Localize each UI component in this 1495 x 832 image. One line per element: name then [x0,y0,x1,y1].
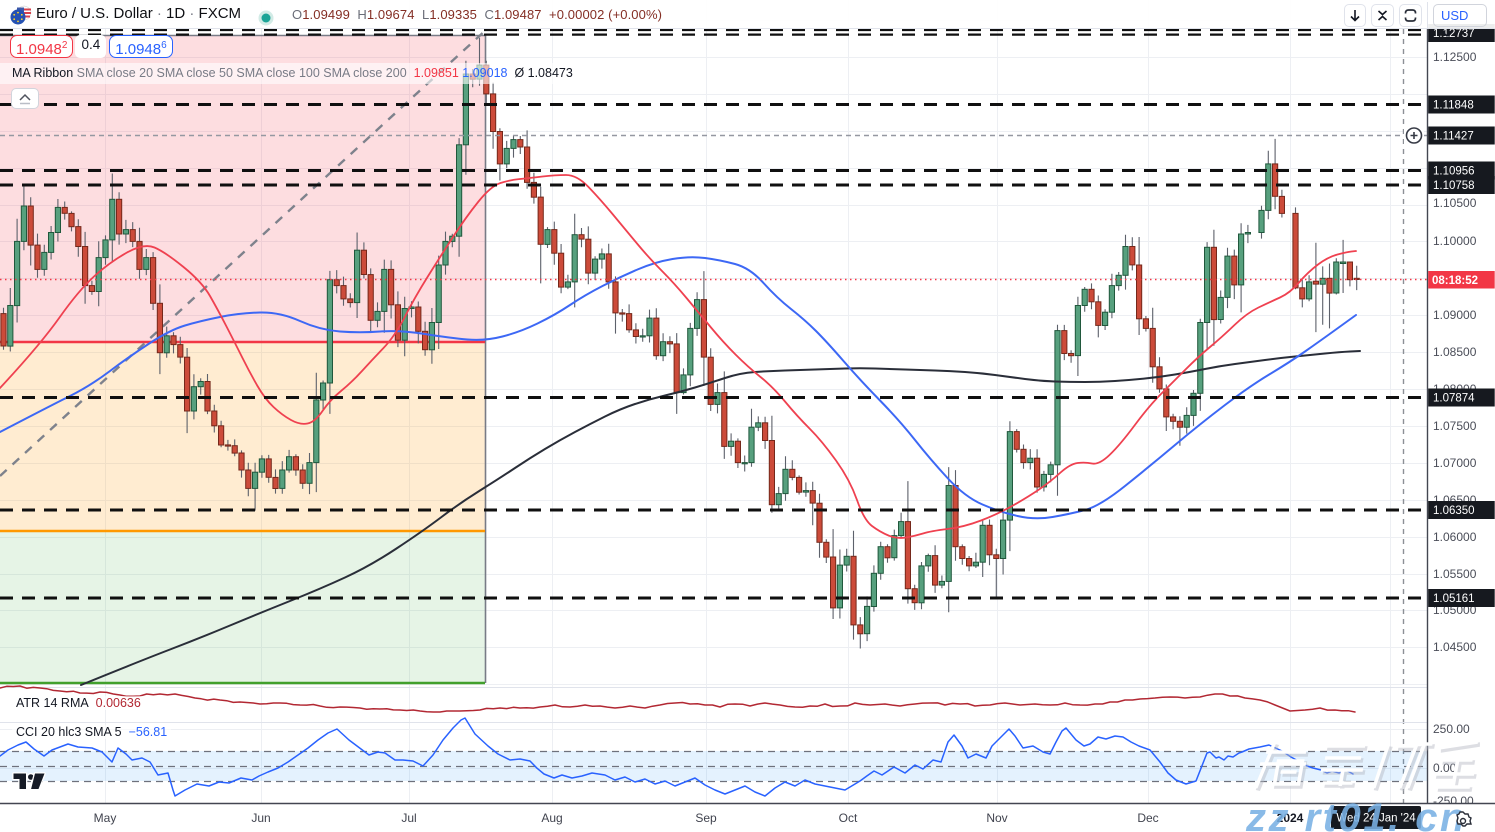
svg-text:1.12737: 1.12737 [1433,28,1475,40]
svg-text:1.11427: 1.11427 [1433,131,1474,143]
svg-text:1.09000: 1.09000 [1433,308,1477,322]
svg-text:1.08500: 1.08500 [1433,345,1477,359]
svg-text:1.07874: 1.07874 [1433,393,1475,405]
svg-text:1.05161: 1.05161 [1433,593,1475,605]
svg-text:08:18:52: 08:18:52 [1432,275,1478,287]
svg-text:1.07000: 1.07000 [1433,456,1477,470]
svg-text:1.06350: 1.06350 [1433,505,1475,517]
svg-text:1.10000: 1.10000 [1433,234,1477,248]
svg-text:1.05500: 1.05500 [1433,567,1477,581]
svg-text:1.07500: 1.07500 [1433,419,1477,433]
svg-text:Jul: Jul [401,811,416,825]
svg-text:1.06000: 1.06000 [1433,530,1477,544]
svg-text:Wed 24 Jan '24: Wed 24 Jan '24 [1336,813,1416,825]
svg-text:Oct: Oct [839,811,858,825]
svg-text:250.00: 250.00 [1433,722,1470,736]
svg-text:2024: 2024 [1277,811,1304,825]
svg-text:1.10956: 1.10956 [1433,166,1475,178]
svg-text:Aug: Aug [541,811,562,825]
svg-text:Nov: Nov [986,811,1007,825]
svg-text:Jun: Jun [251,811,270,825]
svg-text:1.04500: 1.04500 [1433,640,1477,654]
svg-text:1.12500: 1.12500 [1433,50,1477,64]
svg-text:May: May [94,811,117,825]
svg-text:Dec: Dec [1137,811,1158,825]
svg-text:1.10758: 1.10758 [1433,180,1475,192]
svg-text:1.11848: 1.11848 [1433,100,1474,112]
svg-text:1.10500: 1.10500 [1433,196,1477,210]
svg-text:Sep: Sep [695,811,717,825]
